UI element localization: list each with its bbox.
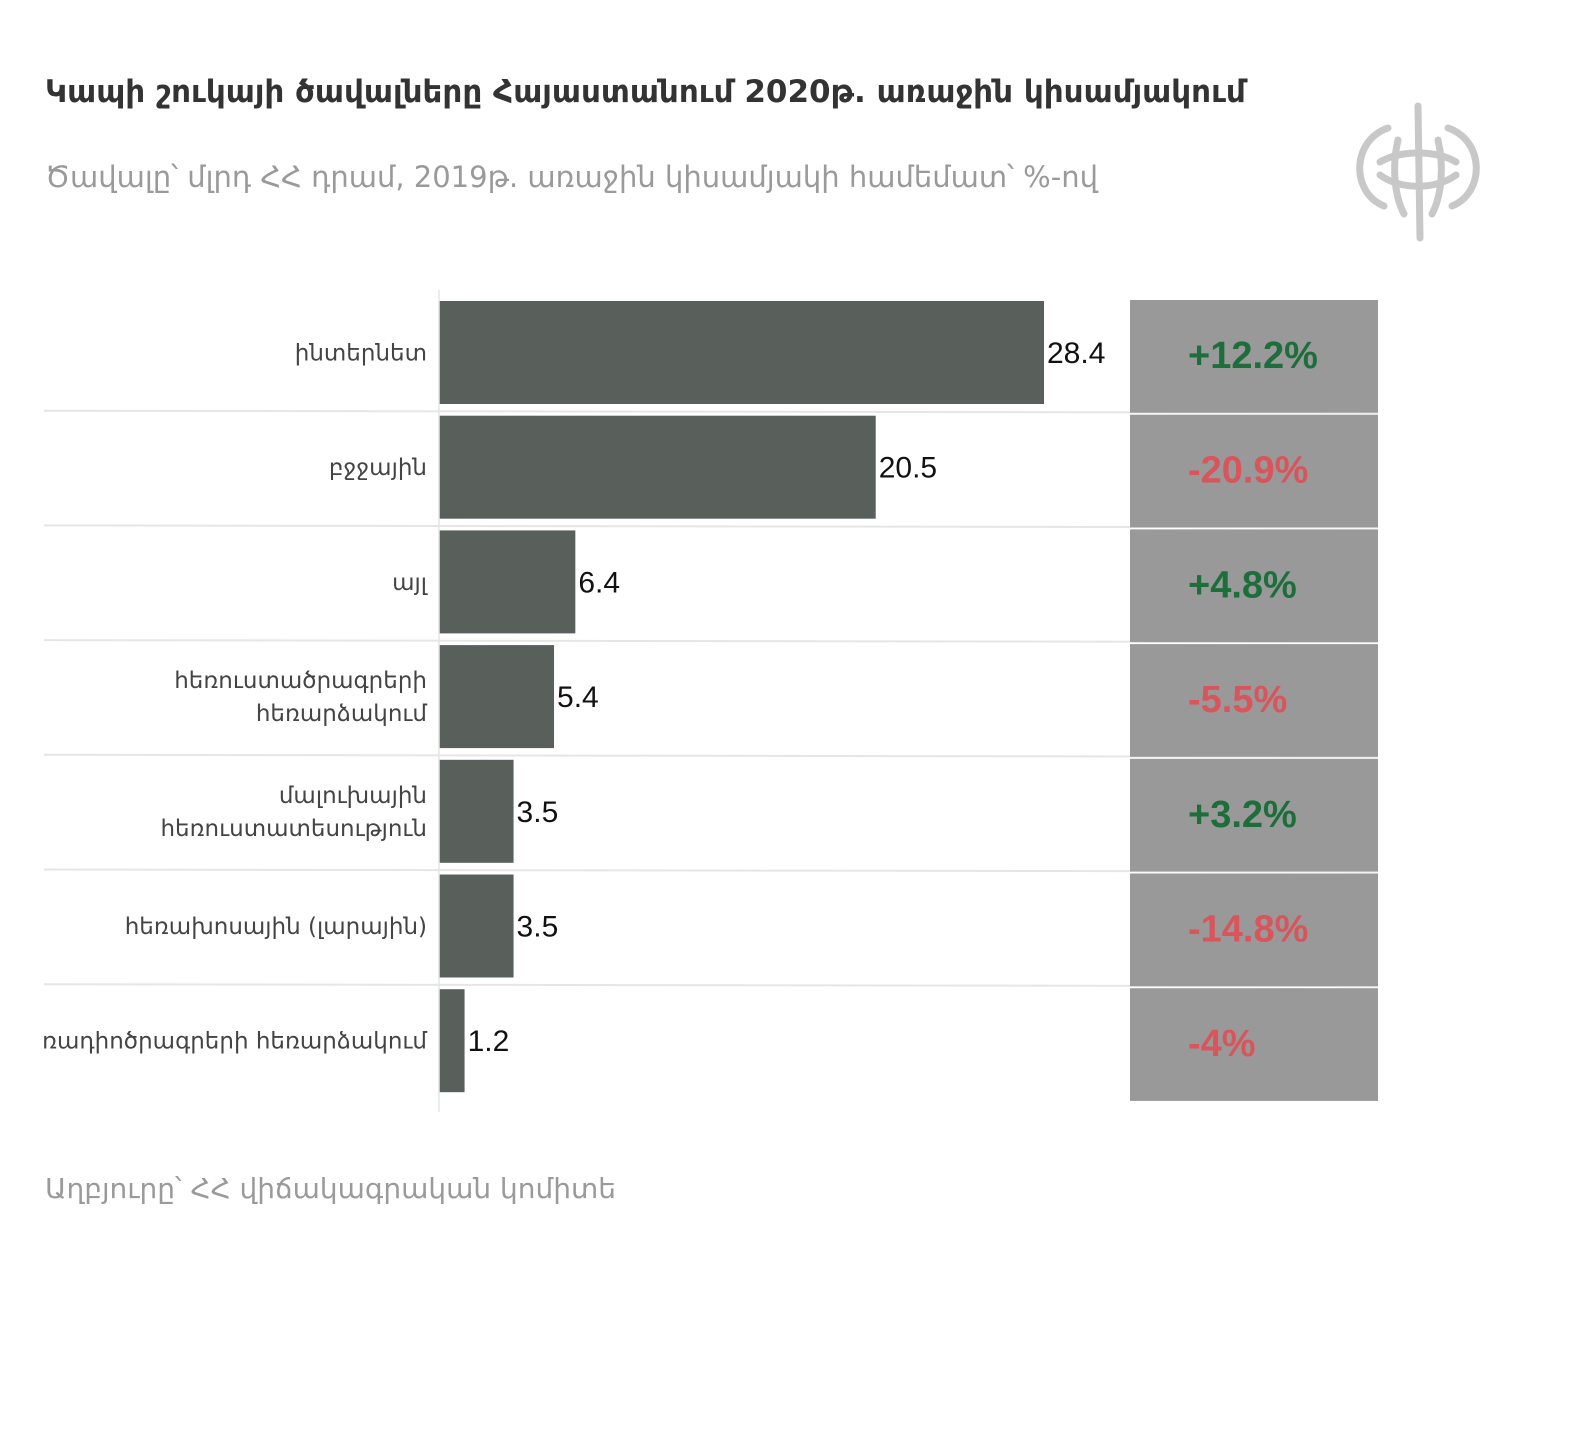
value-label: 28.4	[1047, 337, 1105, 370]
change-box	[1130, 644, 1378, 757]
category-label: ռադիոծրագրերի հեռարձակում	[42, 1029, 427, 1055]
chart-subtitle: Ծավալը՝ մլրդ ՀՀ դրամ, 2019թ. առաջին կիսա…	[45, 160, 1098, 194]
category-label: մալուխային	[279, 783, 427, 809]
mask-logo-icon	[1356, 102, 1480, 242]
chart-title: Կապի շուկայի ծավալները Հայաստանում 2020թ…	[45, 74, 1246, 110]
bar	[439, 874, 514, 978]
change-box	[1130, 758, 1378, 872]
category-label: հեռարձակում	[256, 701, 428, 727]
value-label: 20.5	[879, 452, 937, 485]
value-label: 1.2	[468, 1025, 510, 1058]
change-box	[1130, 300, 1378, 413]
change-box	[1130, 873, 1378, 987]
category-label: հեռախոսային (լարային)	[125, 914, 427, 940]
change-label: -14.8%	[1188, 909, 1308, 951]
category-label: բջջային	[329, 455, 427, 481]
category-label: հեռուստատեսություն	[160, 816, 427, 842]
change-label: +12.2%	[1188, 335, 1318, 377]
bar	[439, 301, 1044, 404]
source-note: Աղբյուրը՝ ՀՀ վիճակագրական կոմիտե	[45, 1172, 617, 1205]
bar	[439, 530, 576, 634]
value-label: 5.4	[557, 681, 599, 714]
change-label: -20.9%	[1188, 450, 1308, 492]
bar	[439, 415, 876, 519]
change-label: +4.8%	[1188, 564, 1297, 606]
category-label: հեռուստածրագրերի	[174, 668, 427, 694]
change-box	[1130, 414, 1378, 528]
value-label: 6.4	[578, 566, 620, 599]
change-label: -4%	[1188, 1023, 1256, 1065]
change-box	[1130, 988, 1378, 1101]
value-label: 3.5	[517, 796, 559, 829]
change-label: +3.2%	[1188, 794, 1297, 836]
bar	[439, 645, 555, 749]
change-label: -5.5%	[1188, 679, 1287, 721]
change-box	[1130, 529, 1378, 643]
value-label: 3.5	[517, 911, 559, 944]
category-label: ինտերնետ	[295, 341, 427, 367]
bar	[439, 759, 514, 863]
category-label: այլ	[392, 570, 428, 596]
bar	[439, 989, 465, 1093]
